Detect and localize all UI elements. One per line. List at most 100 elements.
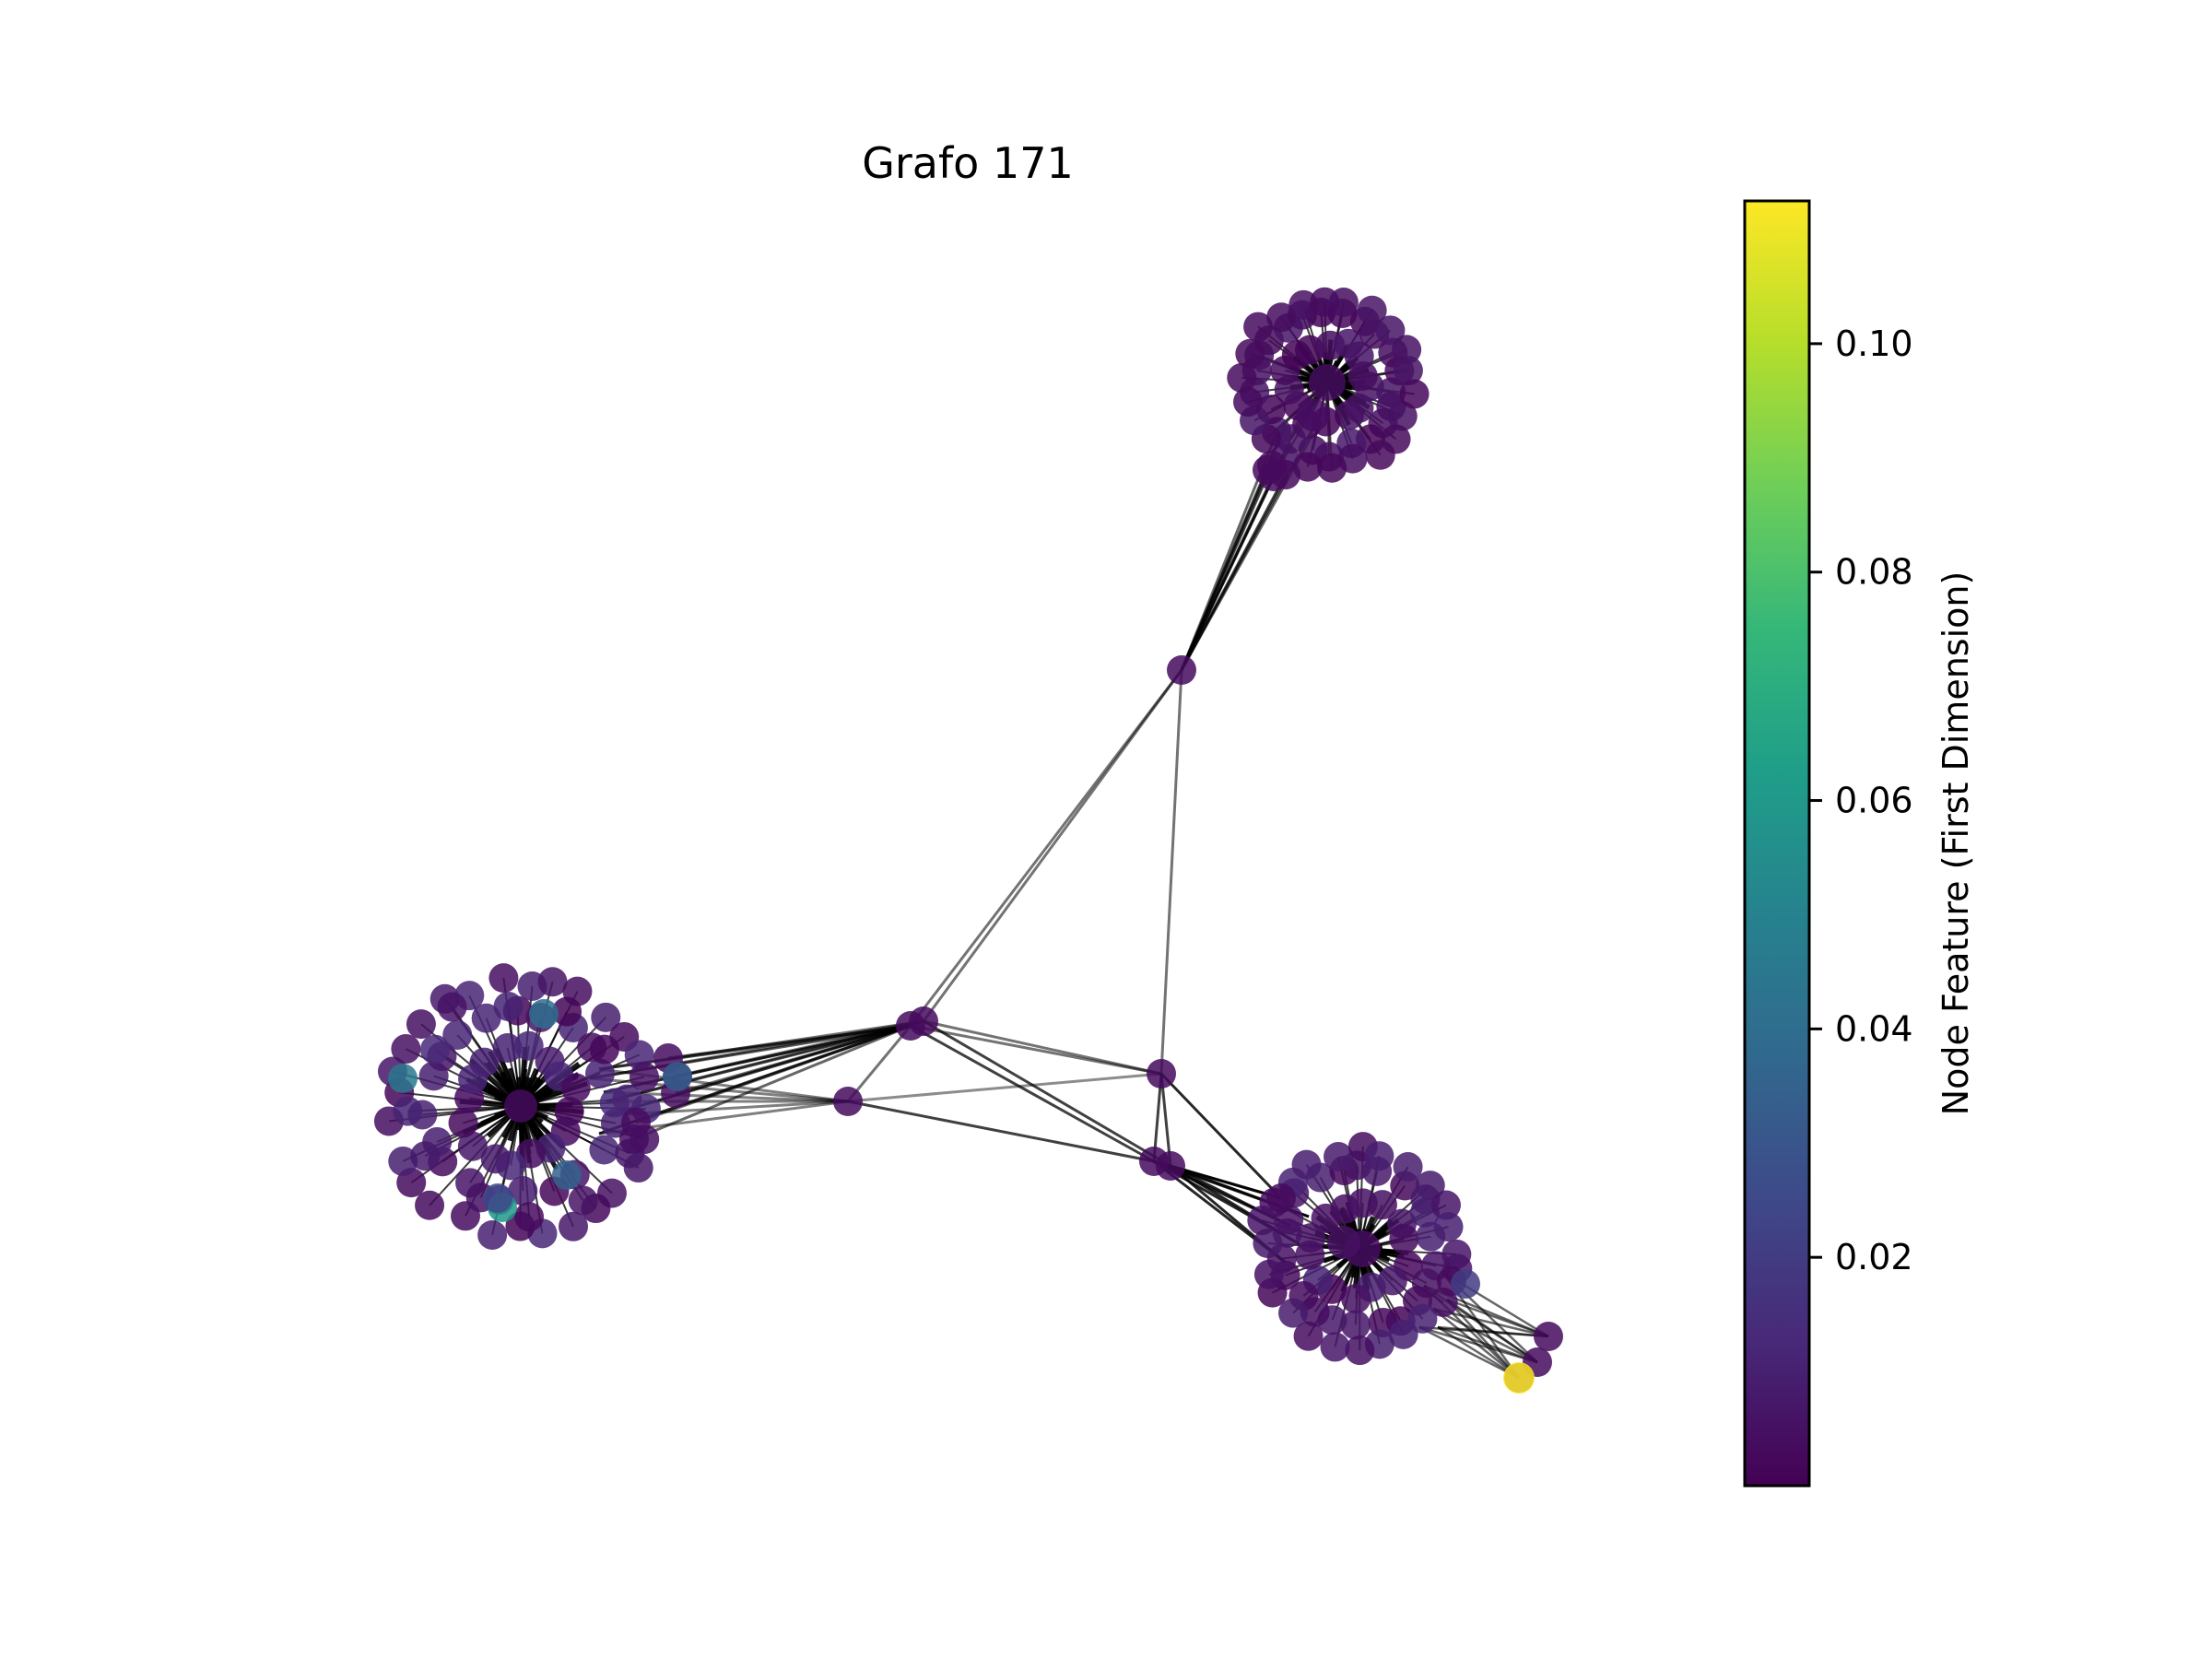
graph-node: [1389, 1224, 1419, 1254]
graph-node: [388, 1064, 418, 1093]
graph-node: [1345, 1335, 1375, 1366]
graph-node: [1503, 1362, 1535, 1394]
graph-node: [1357, 295, 1387, 325]
graph-node: [663, 1062, 692, 1091]
graph-node: [492, 1033, 523, 1064]
graph-edge: [910, 1024, 1155, 1163]
graph-node: [1266, 302, 1297, 333]
graph-node: [1324, 1142, 1354, 1172]
graph-edge: [847, 1100, 1155, 1163]
graph-node: [1387, 401, 1418, 431]
colorbar-tick-label: 0.08: [1835, 552, 1913, 593]
graph-node: [469, 1047, 500, 1077]
graph-node: [560, 1073, 591, 1103]
graph-node: [1291, 1149, 1322, 1180]
graph-edge: [1418, 1325, 1549, 1338]
graph-node: [612, 1084, 642, 1114]
graph-node: [1253, 1229, 1283, 1259]
graph-node: [410, 1141, 441, 1171]
colorbar-ticks: 0.02 0.04 0.06 0.08 0.10: [1809, 324, 1913, 1277]
graph-edge: [1446, 1299, 1520, 1379]
graph-edge: [1446, 1298, 1549, 1338]
graph-node: [1147, 1059, 1176, 1088]
colorbar-tick-label: 0.06: [1835, 781, 1913, 821]
graph-node: [1167, 655, 1196, 685]
graph-edge: [922, 669, 1183, 1022]
graph-node: [1393, 1152, 1423, 1182]
graph-edge: [1159, 1072, 1283, 1200]
node-layer: [373, 287, 1563, 1394]
graph-edge: [633, 1024, 912, 1141]
graph-node: [471, 1003, 501, 1033]
graph-node: [514, 1202, 545, 1232]
graph-node: [909, 1006, 938, 1036]
graph-node: [1235, 338, 1265, 369]
colorbar-tick-label: 0.10: [1835, 324, 1913, 364]
graph-node: [504, 1089, 537, 1123]
colorbar-tick-label: 0.02: [1835, 1237, 1913, 1277]
graph-node: [1388, 1319, 1418, 1349]
graph-node: [1340, 1310, 1371, 1340]
graph-node: [589, 1135, 619, 1165]
graph-node: [437, 992, 467, 1022]
graph-edge: [846, 1025, 912, 1102]
graph-node: [1156, 1151, 1185, 1181]
graph-node: [457, 1131, 488, 1161]
graph-edge: [1159, 669, 1183, 1075]
graph-node: [493, 992, 524, 1022]
graph-node: [619, 1124, 649, 1154]
graph-node: [388, 1146, 418, 1176]
colorbar-tick-label: 0.04: [1835, 1008, 1913, 1049]
graph-node: [537, 967, 568, 997]
graph-node: [442, 1020, 473, 1051]
graph-node: [1364, 1141, 1394, 1171]
graph-edge: [1418, 1325, 1538, 1364]
graph-node: [393, 1096, 423, 1126]
graph-node: [529, 999, 559, 1029]
colorbar-gradient: [1745, 201, 1809, 1486]
graph-edge: [923, 1019, 1162, 1076]
graph-node: [415, 1190, 445, 1220]
graph-node: [508, 1176, 538, 1206]
graph-node: [833, 1087, 863, 1116]
graph-edge: [1159, 1073, 1172, 1167]
graph-node: [552, 996, 582, 1027]
graph-node: [1430, 1190, 1461, 1220]
graph-node: [477, 1219, 508, 1250]
colorbar-frame: [1743, 199, 1811, 1488]
graph-node: [480, 1144, 511, 1174]
graph-node: [624, 1040, 654, 1070]
graph-node: [1375, 315, 1406, 346]
graph-node: [1365, 440, 1395, 470]
graph-edge: [1446, 1298, 1538, 1364]
graph-node: [585, 1058, 616, 1088]
graph-node: [589, 1034, 619, 1065]
graph-node: [1347, 360, 1378, 391]
graph-edge: [1432, 1307, 1538, 1364]
colorbar-label: Node Feature (First Dimension): [1936, 571, 1976, 1116]
graph-edge: [1418, 1325, 1520, 1380]
graph-node: [1317, 453, 1347, 483]
graph-node: [1367, 1190, 1397, 1220]
graph-edge: [847, 1072, 1162, 1103]
graph-edge: [667, 1024, 912, 1060]
graph-node: [1243, 312, 1274, 342]
graph-node: [1451, 1269, 1480, 1299]
graph-edge: [923, 1019, 1171, 1168]
graph-node: [1293, 1321, 1324, 1351]
graph-node: [483, 1183, 512, 1213]
graph-node: [406, 1009, 436, 1040]
graph-node: [1253, 1259, 1284, 1289]
graph-node: [1297, 398, 1330, 431]
graph-title: Grafo 171: [862, 138, 1074, 188]
graph-node: [1534, 1322, 1563, 1351]
graph-node: [1334, 400, 1364, 430]
colorbar: 0.02 0.04 0.06 0.08 0.10 Node Feature (First…: [1743, 199, 1976, 1488]
graph-node: [1227, 362, 1257, 393]
graph-node: [419, 1034, 450, 1065]
graph-node: [448, 1108, 478, 1138]
graph-node: [591, 1002, 621, 1032]
graph-edge: [603, 1090, 849, 1103]
graph-node: [1433, 1212, 1464, 1242]
